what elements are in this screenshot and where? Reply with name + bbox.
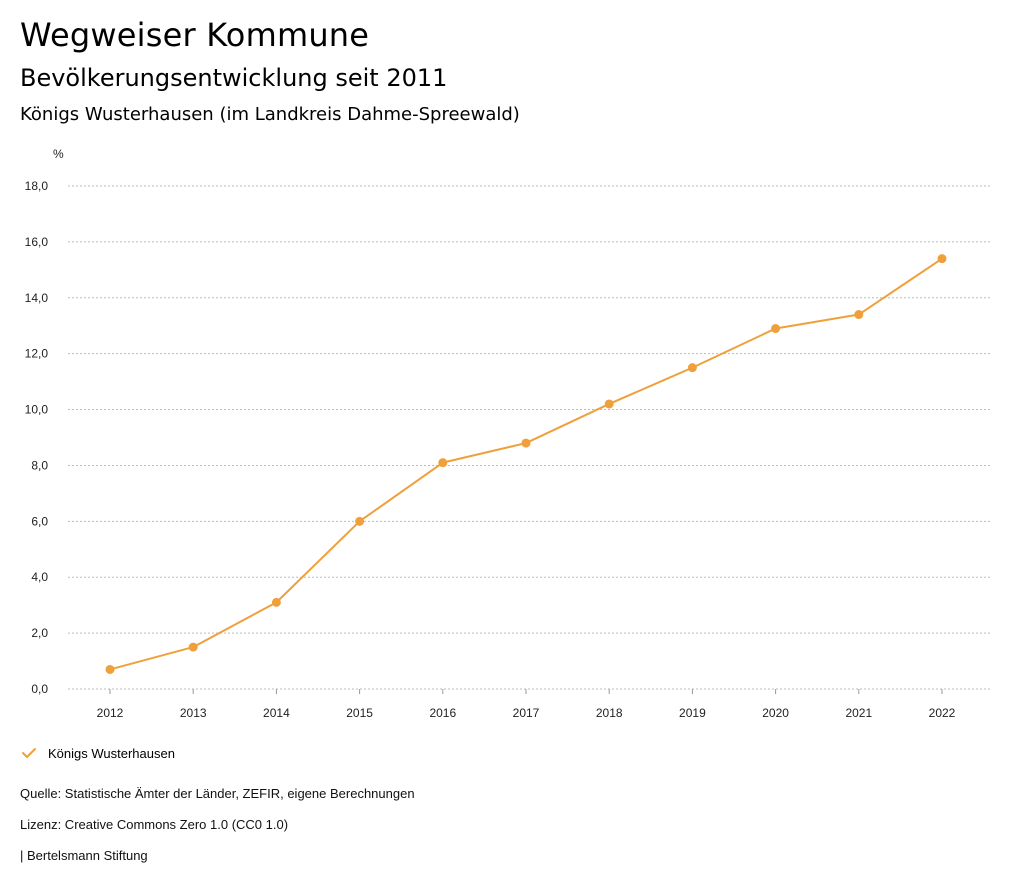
data-point <box>687 363 697 373</box>
y-tick-label: 12,0 <box>25 347 49 361</box>
data-point <box>271 597 281 607</box>
data-point <box>937 254 947 264</box>
legend-label: Königs Wusterhausen <box>48 745 175 761</box>
x-tick-label: 2018 <box>596 706 623 720</box>
data-point <box>854 310 864 320</box>
legend-item-koenigs-wusterhausen[interactable]: Königs Wusterhausen <box>20 744 175 762</box>
publisher-text: | Bertelsmann Stiftung <box>20 848 148 863</box>
data-point <box>771 324 781 334</box>
y-axis-unit-label: % <box>53 147 64 161</box>
x-tick-label: 2020 <box>762 706 789 720</box>
data-point <box>105 664 115 674</box>
data-point <box>355 516 365 526</box>
y-tick-label: 14,0 <box>25 291 49 305</box>
data-point <box>521 438 531 448</box>
line-chart: % 0,0 2,0 4,0 6,0 8,0 10,0 12,0 14,0 16,0 18,0 20… <box>25 147 990 720</box>
y-tick-label: 0,0 <box>31 682 48 696</box>
data-point <box>604 399 614 409</box>
checkmark-icon <box>22 748 36 758</box>
x-tick-label: 2016 <box>429 706 456 720</box>
y-tick-label: 10,0 <box>25 403 49 417</box>
series-line <box>109 257 943 671</box>
source-text: Quelle: Statistische Ämter der Länder, Z… <box>20 786 415 801</box>
x-tick-label: 2012 <box>97 706 124 720</box>
y-tick-label: 2,0 <box>31 626 48 640</box>
data-point <box>438 458 448 468</box>
x-tick-label: 2019 <box>679 706 706 720</box>
x-tick-label: 2021 <box>845 706 872 720</box>
x-tick-label: 2013 <box>180 706 207 720</box>
chart-subtitle: Bevölkerungsentwicklung seit 2011 <box>20 64 448 92</box>
y-tick-label: 4,0 <box>31 570 48 584</box>
y-tick-label: 18,0 <box>25 179 49 193</box>
license-text: Lizenz: Creative Commons Zero 1.0 (CC0 1… <box>20 817 289 832</box>
x-tick-label: 2022 <box>929 706 956 720</box>
y-tick-label: 16,0 <box>25 235 49 249</box>
y-tick-label: 6,0 <box>31 514 48 528</box>
x-tick-label: 2015 <box>346 706 373 720</box>
y-tick-label: 8,0 <box>31 458 48 472</box>
data-point <box>188 642 198 652</box>
region-title: Königs Wusterhausen (im Landkreis Dahme-… <box>20 104 520 125</box>
x-tick-label: 2017 <box>513 706 540 720</box>
page-title: Wegweiser Kommune <box>20 16 370 54</box>
x-tick-label: 2014 <box>263 706 290 720</box>
